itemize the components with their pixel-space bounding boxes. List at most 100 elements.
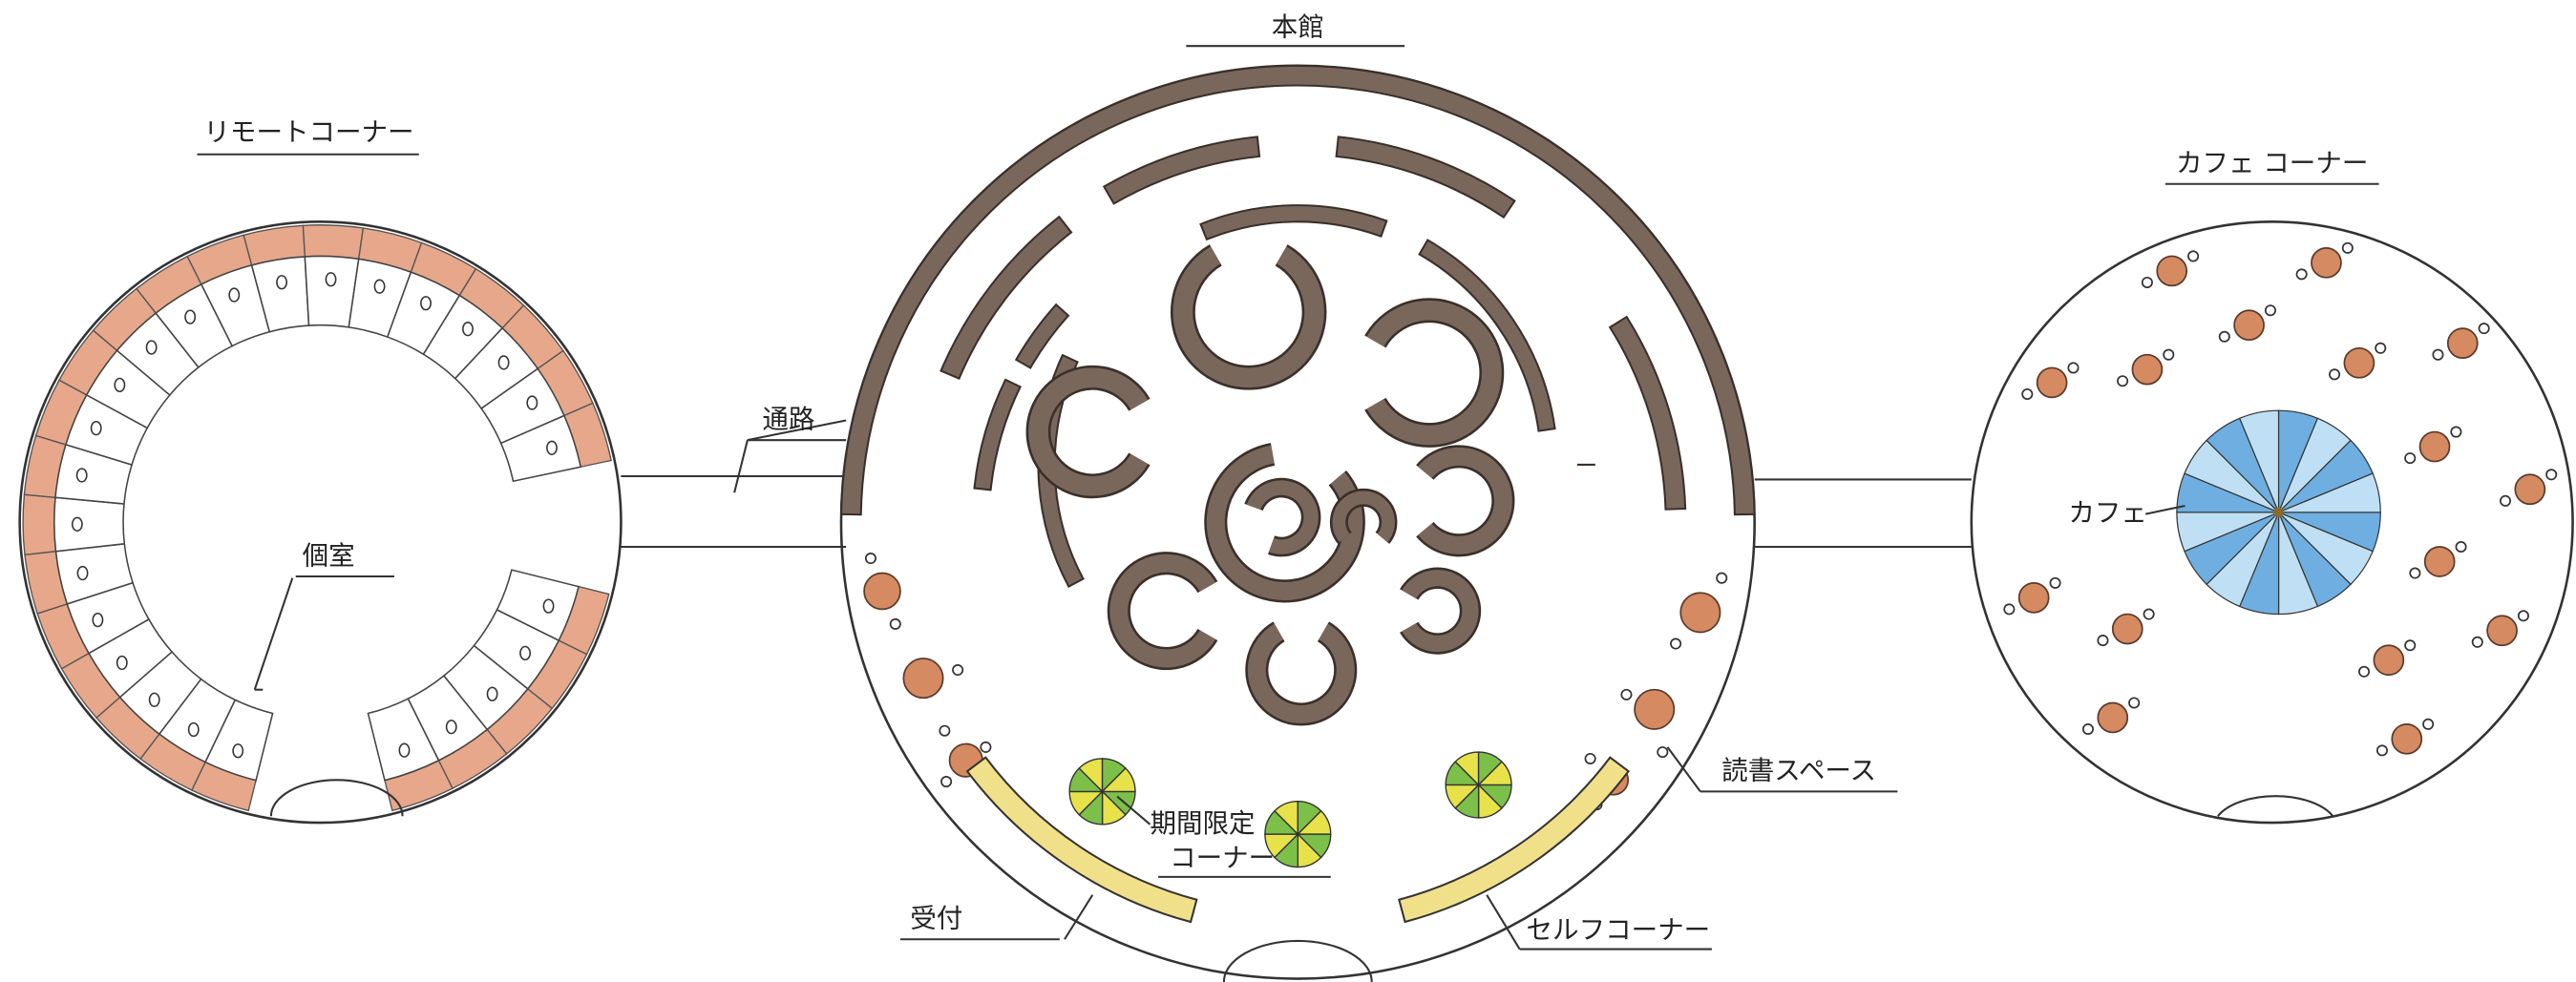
table bbox=[2311, 246, 2342, 279]
desk bbox=[420, 296, 432, 311]
chair bbox=[889, 617, 901, 630]
chair bbox=[2003, 603, 2016, 616]
display-umbrella bbox=[1101, 767, 1136, 793]
wall bbox=[973, 378, 1022, 491]
wall bbox=[1418, 239, 1556, 432]
desk bbox=[486, 686, 498, 701]
desk bbox=[187, 721, 200, 738]
table bbox=[1679, 592, 1721, 634]
table bbox=[2036, 366, 2068, 399]
chair bbox=[2128, 697, 2141, 709]
passage-label: 通路 bbox=[762, 405, 814, 435]
leader-line bbox=[1116, 795, 1151, 825]
leader-line bbox=[253, 577, 294, 691]
table bbox=[2514, 473, 2546, 506]
desk bbox=[145, 340, 158, 355]
table bbox=[2233, 309, 2265, 342]
partition bbox=[1109, 554, 1216, 668]
chair bbox=[2478, 323, 2490, 335]
cafe-label: カフェ bbox=[2068, 498, 2147, 529]
private-room bbox=[53, 496, 126, 553]
chair bbox=[2499, 494, 2512, 507]
labels: 本館 リモートコーナー カフェ コーナー 通路 個室 期間限定 コーナー 受付 … bbox=[203, 11, 2368, 945]
chair bbox=[2404, 639, 2417, 652]
chair bbox=[1657, 746, 1669, 759]
chair bbox=[2545, 469, 2558, 481]
private-room bbox=[367, 698, 440, 782]
desk bbox=[526, 395, 538, 410]
entrance bbox=[2217, 795, 2334, 817]
partition bbox=[1246, 480, 1319, 554]
desk bbox=[75, 468, 88, 483]
table bbox=[863, 572, 901, 611]
partition bbox=[1418, 447, 1512, 554]
chair bbox=[2295, 268, 2308, 281]
wall bbox=[1335, 136, 1516, 219]
partition bbox=[1028, 367, 1149, 496]
desk bbox=[398, 742, 411, 758]
chair bbox=[1620, 688, 1633, 700]
shapes bbox=[18, 45, 2574, 982]
chair bbox=[2409, 567, 2421, 579]
leader-line bbox=[733, 439, 749, 493]
chair bbox=[2471, 636, 2483, 648]
table bbox=[902, 658, 944, 700]
table bbox=[2017, 581, 2050, 614]
limited-corner-label: コーナー bbox=[1170, 843, 1275, 873]
room-window bbox=[302, 224, 365, 261]
chair bbox=[1716, 572, 1728, 584]
partition bbox=[1172, 246, 1324, 388]
reception-counter bbox=[965, 756, 1198, 924]
chair bbox=[980, 741, 992, 753]
table bbox=[2156, 255, 2188, 287]
desk bbox=[445, 720, 457, 735]
chair bbox=[2081, 722, 2094, 736]
chair bbox=[2097, 635, 2109, 647]
chair bbox=[940, 776, 953, 788]
chair bbox=[2432, 348, 2444, 361]
main-hall-title: 本館 bbox=[1272, 11, 1324, 42]
chair bbox=[1670, 637, 1682, 650]
table bbox=[1634, 688, 1676, 730]
desk bbox=[542, 598, 555, 614]
chair bbox=[2341, 241, 2354, 254]
table bbox=[2423, 546, 2456, 577]
chair bbox=[2067, 362, 2080, 374]
desk bbox=[546, 440, 558, 455]
desk bbox=[90, 421, 102, 436]
umbrella-pole bbox=[2273, 507, 2284, 518]
partition bbox=[1332, 491, 1395, 543]
building-outline bbox=[18, 220, 623, 825]
chair bbox=[2163, 348, 2175, 361]
table bbox=[2391, 722, 2423, 755]
chair bbox=[2422, 718, 2435, 730]
desk bbox=[92, 612, 104, 628]
desk bbox=[148, 692, 160, 707]
outer-wall bbox=[840, 64, 1756, 516]
desk bbox=[373, 279, 386, 294]
table bbox=[2343, 346, 2375, 379]
desk bbox=[228, 287, 241, 303]
chair bbox=[2049, 576, 2061, 589]
reading-space-label: 読書スペース bbox=[1721, 756, 1876, 786]
chair bbox=[952, 664, 964, 677]
chair bbox=[2021, 387, 2034, 401]
table bbox=[2131, 353, 2164, 386]
chair bbox=[2218, 330, 2230, 343]
display-umbrella bbox=[1297, 809, 1332, 835]
desk bbox=[76, 565, 89, 581]
chair bbox=[2143, 608, 2155, 620]
desk bbox=[114, 377, 126, 393]
table bbox=[2446, 327, 2479, 359]
entrance bbox=[269, 779, 404, 817]
self-corner-label: セルフコーナー bbox=[1527, 915, 1711, 946]
chair bbox=[2329, 368, 2341, 381]
table bbox=[2486, 615, 2518, 647]
desk bbox=[276, 275, 288, 290]
wall bbox=[1014, 303, 1070, 369]
leader-line bbox=[1486, 894, 1521, 951]
chair bbox=[2404, 452, 2417, 465]
leader-line bbox=[1666, 746, 1701, 792]
